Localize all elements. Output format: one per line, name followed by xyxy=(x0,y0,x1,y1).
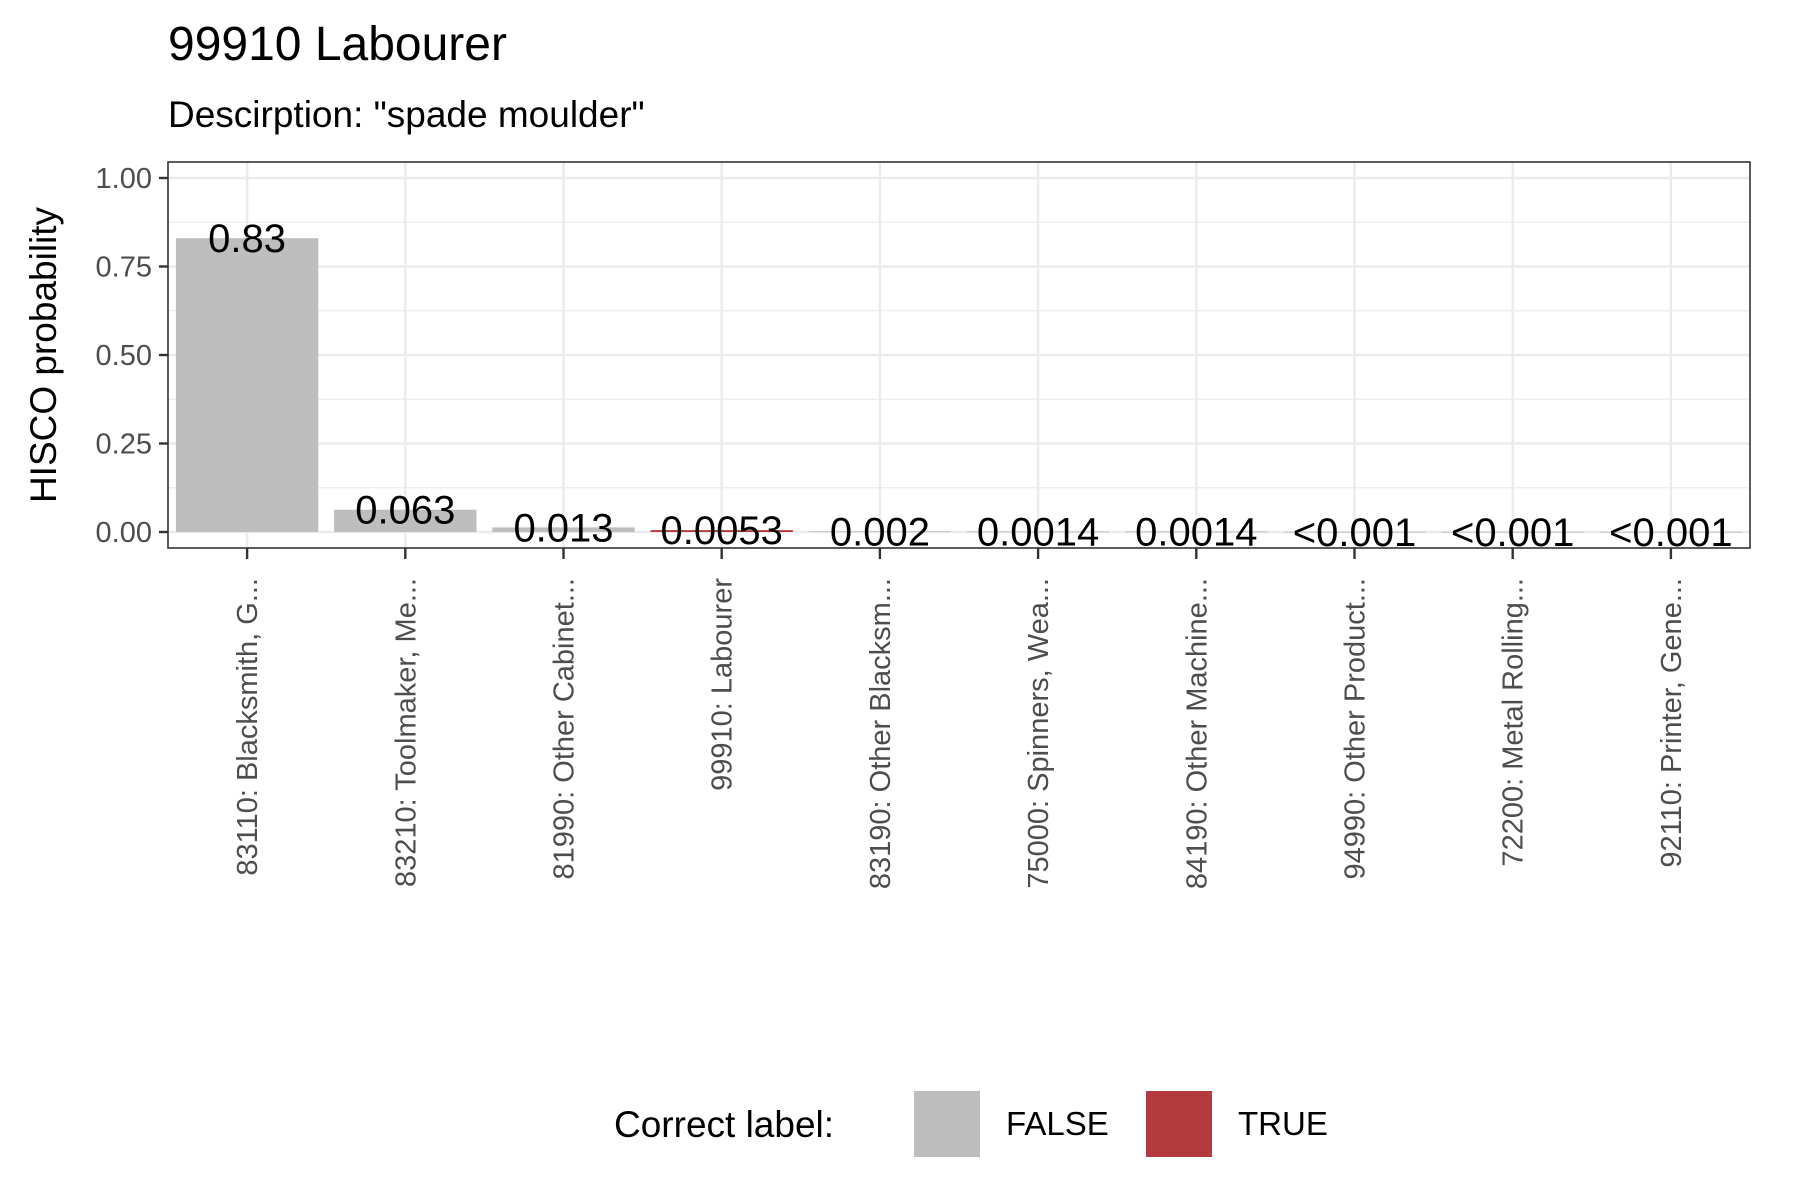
bar xyxy=(175,238,319,532)
legend-label-false: FALSE xyxy=(1006,1105,1109,1142)
data-label: 0.013 xyxy=(513,506,613,550)
x-tick-label: 75000: Spinners, Wea... xyxy=(1023,578,1055,889)
x-tick-label: 92110: Printer, Gene... xyxy=(1656,578,1688,868)
x-tick-label: 83190: Other Blacksm... xyxy=(865,578,897,889)
data-label: 0.0014 xyxy=(1135,511,1257,555)
bar xyxy=(650,530,793,532)
y-axis: 0.00 0.25 0.50 0.75 1.00 xyxy=(96,163,168,549)
x-tick-label: 84190: Other Machine... xyxy=(1181,578,1213,889)
y-tick-label: 0.25 xyxy=(96,429,152,461)
x-tick-label: 83210: Toolmaker, Me... xyxy=(390,578,422,887)
bars xyxy=(175,238,1743,533)
legend: Correct label: FALSE TRUE xyxy=(614,1091,1328,1157)
data-label: 0.063 xyxy=(355,489,455,533)
bar xyxy=(334,509,477,532)
bar xyxy=(808,531,952,533)
data-label: 0.0014 xyxy=(977,511,1099,555)
legend-swatch-false xyxy=(914,1091,980,1157)
data-label: 0.83 xyxy=(208,217,286,261)
y-tick-label: 0.00 xyxy=(96,517,152,549)
x-tick-label: 99910: Labourer xyxy=(707,578,739,791)
y-axis-title: HISCO probability xyxy=(23,206,64,503)
x-tick-label: 94990: Other Product... xyxy=(1340,578,1372,879)
x-tick-label: 72200: Metal Rolling... xyxy=(1498,578,1530,867)
legend-title: Correct label: xyxy=(614,1104,834,1145)
x-tick-label: 83110: Blacksmith, G... xyxy=(232,578,264,876)
y-tick-label: 0.75 xyxy=(96,252,152,284)
legend-label-true: TRUE xyxy=(1238,1105,1328,1142)
bar xyxy=(966,531,1110,533)
y-tick-label: 0.50 xyxy=(96,340,152,372)
bar xyxy=(492,527,635,532)
bar xyxy=(1441,531,1584,533)
x-axis: 83110: Blacksmith, G... 83210: Toolmaker,… xyxy=(232,548,1688,889)
data-label: 0.0053 xyxy=(661,509,783,553)
grid-lines xyxy=(168,162,1750,548)
bar xyxy=(1125,531,1268,533)
chart-title: 99910 Labourer xyxy=(168,18,507,71)
chart-subtitle: Descirption: "spade moulder" xyxy=(168,94,645,135)
x-tick-label: 81990: Other Cabinet... xyxy=(549,578,581,879)
y-tick-label: 1.00 xyxy=(96,163,152,195)
bar xyxy=(1599,531,1743,533)
bar xyxy=(1283,531,1426,533)
legend-swatch-true xyxy=(1146,1091,1212,1157)
data-labels: 0.830.063 0.013 0.0053 0.002 0.0014 0.0014 <0.… xyxy=(208,217,1732,555)
data-label: 0.002 xyxy=(830,510,930,554)
